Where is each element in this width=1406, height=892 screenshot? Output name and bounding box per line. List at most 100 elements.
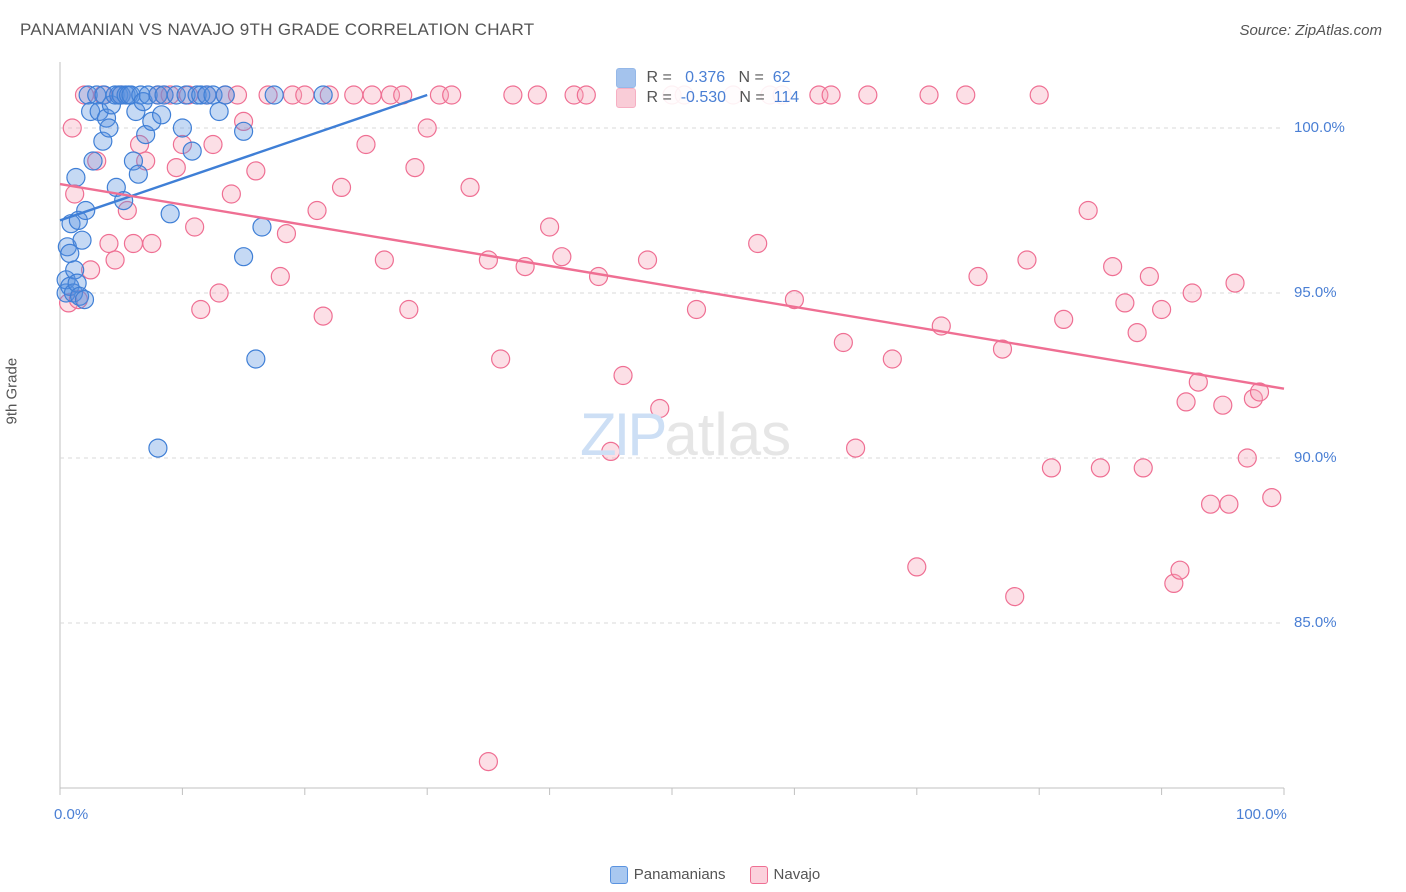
data-point [296, 86, 314, 104]
data-point [222, 185, 240, 203]
data-point [363, 86, 381, 104]
data-point [204, 136, 222, 154]
y-tick-label: 100.0% [1294, 119, 1345, 136]
stats-row: R = 0.376 N = 62 [616, 68, 799, 88]
data-point [192, 301, 210, 319]
data-point [129, 165, 147, 183]
data-point [418, 119, 436, 137]
chart-plot-area [54, 58, 1344, 828]
data-point [859, 86, 877, 104]
stats-text: R = -0.530 N = 114 [642, 89, 799, 106]
trend-line [60, 184, 1284, 389]
data-point [357, 136, 375, 154]
data-point [210, 103, 228, 121]
data-point [235, 122, 253, 140]
data-point [406, 159, 424, 177]
data-point [314, 307, 332, 325]
data-point [1214, 396, 1232, 414]
bottom-legend: Panamanians Navajo [0, 866, 1406, 884]
data-point [1177, 393, 1195, 411]
legend-swatch [610, 866, 628, 884]
data-point [106, 251, 124, 269]
data-point [639, 251, 657, 269]
data-point [63, 119, 81, 137]
data-point [271, 268, 289, 286]
stats-text: R = 0.376 N = 62 [642, 69, 791, 86]
data-point [883, 350, 901, 368]
y-axis-label: 9th Grade [4, 358, 21, 425]
data-point [847, 439, 865, 457]
data-point [247, 162, 265, 180]
data-point [1220, 495, 1238, 513]
data-point [602, 442, 620, 460]
data-point [1134, 459, 1152, 477]
data-point [308, 202, 326, 220]
data-point [541, 218, 559, 236]
data-point [443, 86, 461, 104]
data-point [277, 225, 295, 243]
chart-source: Source: ZipAtlas.com [1239, 22, 1382, 39]
data-point [957, 86, 975, 104]
data-point [143, 235, 161, 253]
legend-label: Panamanians [634, 866, 726, 883]
data-point [1079, 202, 1097, 220]
data-point [124, 235, 142, 253]
data-point [492, 350, 510, 368]
data-point [210, 284, 228, 302]
data-point [577, 86, 595, 104]
data-point [1171, 561, 1189, 579]
data-point [1030, 86, 1048, 104]
data-point [528, 86, 546, 104]
data-point [908, 558, 926, 576]
data-point [253, 218, 271, 236]
data-point [82, 261, 100, 279]
data-point [247, 350, 265, 368]
data-point [969, 268, 987, 286]
data-point [614, 367, 632, 385]
stats-legend-box: R = 0.376 N = 62 R = -0.530 N = 114 [616, 68, 799, 108]
data-point [1226, 274, 1244, 292]
series-swatch [616, 68, 636, 88]
data-point [167, 159, 185, 177]
data-point [1140, 268, 1158, 286]
data-point [375, 251, 393, 269]
data-point [400, 301, 418, 319]
data-point [504, 86, 522, 104]
data-point [834, 334, 852, 352]
data-point [651, 400, 669, 418]
y-tick-label: 85.0% [1294, 614, 1337, 631]
data-point [67, 169, 85, 187]
data-point [1055, 310, 1073, 328]
data-point [235, 248, 253, 266]
data-point [1183, 284, 1201, 302]
data-point [333, 178, 351, 196]
data-point [920, 86, 938, 104]
data-point [1202, 495, 1220, 513]
data-point [1263, 489, 1281, 507]
y-tick-label: 95.0% [1294, 284, 1337, 301]
data-point [1238, 449, 1256, 467]
data-point [1104, 258, 1122, 276]
data-point [153, 106, 171, 124]
data-point [461, 178, 479, 196]
legend-swatch [750, 866, 768, 884]
data-point [186, 218, 204, 236]
data-point [1091, 459, 1109, 477]
x-tick-label: 100.0% [1236, 806, 1287, 823]
data-point [1128, 324, 1146, 342]
data-point [100, 119, 118, 137]
data-point [687, 301, 705, 319]
y-tick-label: 90.0% [1294, 449, 1337, 466]
x-tick-label: 0.0% [54, 806, 88, 823]
data-point [590, 268, 608, 286]
data-point [345, 86, 363, 104]
data-point [314, 86, 332, 104]
data-point [149, 439, 167, 457]
stats-row: R = -0.530 N = 114 [616, 88, 799, 108]
data-point [1042, 459, 1060, 477]
data-point [1153, 301, 1171, 319]
data-point [822, 86, 840, 104]
legend-label: Navajo [774, 866, 821, 883]
data-point [73, 231, 91, 249]
data-point [479, 753, 497, 771]
